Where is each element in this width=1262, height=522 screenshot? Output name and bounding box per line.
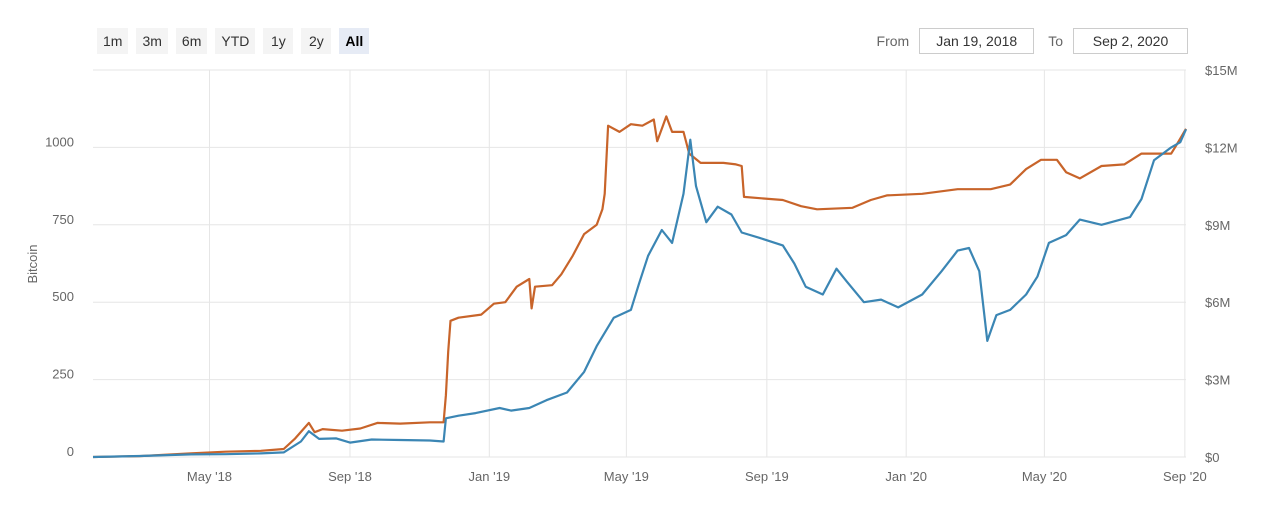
x-tick-label: Jan '19 [469,469,511,484]
range-button-1m[interactable]: 1m [97,28,129,54]
range-button-2y[interactable]: 2y [301,28,332,54]
y-left-tick-label: 0 [67,444,74,459]
to-label: To [1048,33,1063,49]
range-button-all[interactable]: All [339,28,370,54]
date-range-controls: From To [877,28,1188,54]
y-right-tick-label: $9M [1205,218,1230,233]
range-button-6m[interactable]: 6m [175,28,208,54]
y-left-tick-label: 250 [52,367,74,382]
y-right-tick-label: $0 [1205,450,1219,465]
y-left-tick-label: 750 [52,212,74,227]
y-axis-title: Bitcoin [25,244,40,283]
range-selector: 1m 3m 6m YTD 1y 2y All [97,28,370,54]
to-date-input[interactable] [1073,28,1188,54]
y-right-tick-label: $15M [1205,63,1238,78]
x-tick-label: May '18 [187,469,232,484]
x-tick-label: May '19 [604,469,649,484]
y-left-tick-label: 500 [52,289,74,304]
from-date-input[interactable] [919,28,1035,54]
series-line-bitcoin [92,115,1187,459]
from-label: From [876,33,910,49]
range-button-ytd[interactable]: YTD [215,28,256,54]
series-line-usd [92,128,1188,459]
x-tick-label: Sep '18 [328,469,372,484]
y-right-tick-label: $12M [1205,140,1238,155]
x-tick-label: May '20 [1022,469,1067,484]
y-left-tick-label: 1000 [45,134,74,149]
range-button-3m[interactable]: 3m [136,28,168,54]
y-right-tick-label: $3M [1205,373,1230,388]
range-button-1y[interactable]: 1y [263,28,294,54]
x-tick-label: Sep '20 [1163,469,1207,484]
x-tick-label: Sep '19 [745,469,789,484]
x-tick-label: Jan '20 [885,469,927,484]
y-right-tick-label: $6M [1205,295,1230,310]
